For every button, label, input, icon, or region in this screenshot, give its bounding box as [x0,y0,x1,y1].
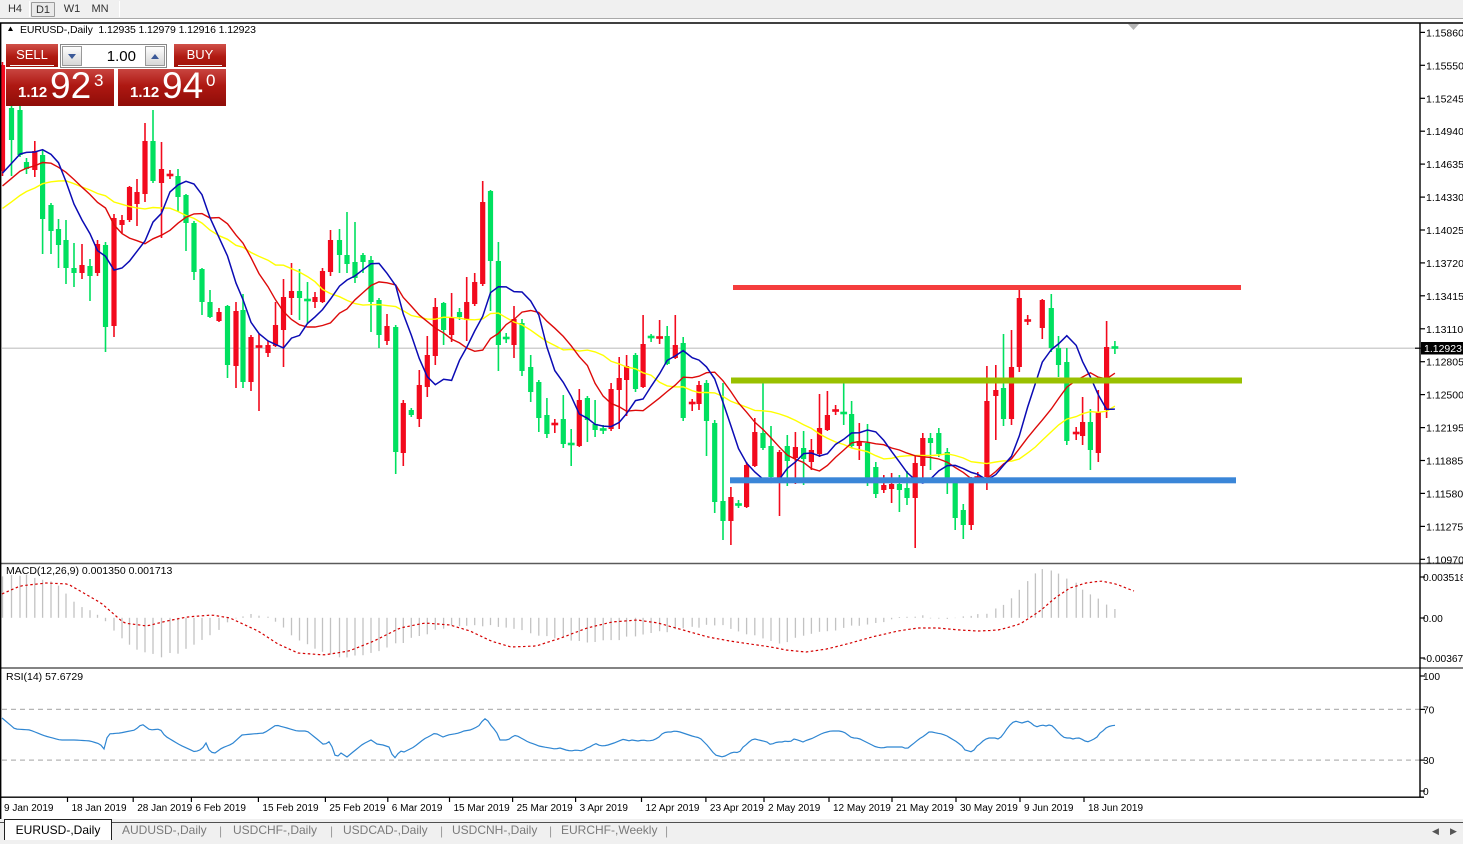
svg-text:1.13110: 1.13110 [1426,324,1463,336]
svg-text:18 Jun 2019: 18 Jun 2019 [1088,803,1143,814]
svg-text:1.13415: 1.13415 [1426,291,1463,303]
svg-text:1.14635: 1.14635 [1426,159,1463,171]
svg-text:12 Apr 2019: 12 Apr 2019 [646,803,700,814]
svg-text:3 Apr 2019: 3 Apr 2019 [580,803,629,814]
svg-text:EURUSD-,Daily 1.12935 1.12979: EURUSD-,Daily 1.12935 1.12979 1.12916 1.… [20,24,256,36]
svg-text:30: 30 [1423,756,1435,767]
svg-text:1.15860: 1.15860 [1426,27,1463,39]
svg-text:21 May 2019: 21 May 2019 [896,803,954,814]
svg-text:0.003518: 0.003518 [1423,573,1463,584]
svg-text:18 Jan 2019: 18 Jan 2019 [72,803,127,814]
svg-text:1.15550: 1.15550 [1426,60,1463,72]
svg-text:RSI(14) 57.6729: RSI(14) 57.6729 [6,671,83,683]
svg-text:25 Feb 2019: 25 Feb 2019 [329,803,386,814]
svg-text:1.15245: 1.15245 [1426,93,1463,105]
svg-text:MACD(12,26,9) 0.001350 0.00171: MACD(12,26,9) 0.001350 0.001713 [6,565,173,577]
svg-text:2 May 2019: 2 May 2019 [768,803,821,814]
svg-text:1.12923: 1.12923 [1424,343,1462,355]
svg-text:28 Jan 2019: 28 Jan 2019 [137,803,192,814]
svg-text:1.12500: 1.12500 [1426,390,1463,402]
svg-text:30 May 2019: 30 May 2019 [960,803,1018,814]
svg-text:12 May 2019: 12 May 2019 [833,803,891,814]
svg-text:0: 0 [1423,787,1429,798]
svg-text:15 Mar 2019: 15 Mar 2019 [454,803,511,814]
svg-text:1.14330: 1.14330 [1426,192,1463,204]
svg-text:1.14025: 1.14025 [1426,225,1463,237]
svg-text:9 Jan 2019: 9 Jan 2019 [4,803,54,814]
svg-text:1.11580: 1.11580 [1426,488,1463,500]
svg-text:1.11885: 1.11885 [1426,456,1463,468]
svg-text:6 Mar 2019: 6 Mar 2019 [392,803,443,814]
svg-text:6 Feb 2019: 6 Feb 2019 [195,803,246,814]
svg-text:0.00: 0.00 [1423,614,1443,625]
svg-text:1.12195: 1.12195 [1426,423,1463,435]
svg-text:9 Jun 2019: 9 Jun 2019 [1024,803,1074,814]
svg-text:23 Apr 2019: 23 Apr 2019 [710,803,764,814]
svg-text:100: 100 [1423,672,1440,683]
svg-text:-0.00367: -0.00367 [1423,654,1463,665]
svg-text:25 Mar 2019: 25 Mar 2019 [517,803,574,814]
svg-text:1.13720: 1.13720 [1426,258,1463,270]
svg-text:1.12805: 1.12805 [1426,357,1463,369]
svg-text:1.14940: 1.14940 [1426,126,1463,138]
svg-text:1.10970: 1.10970 [1426,554,1463,566]
svg-text:70: 70 [1423,705,1435,716]
svg-text:15 Feb 2019: 15 Feb 2019 [262,803,319,814]
svg-text:1.11275: 1.11275 [1426,521,1463,533]
